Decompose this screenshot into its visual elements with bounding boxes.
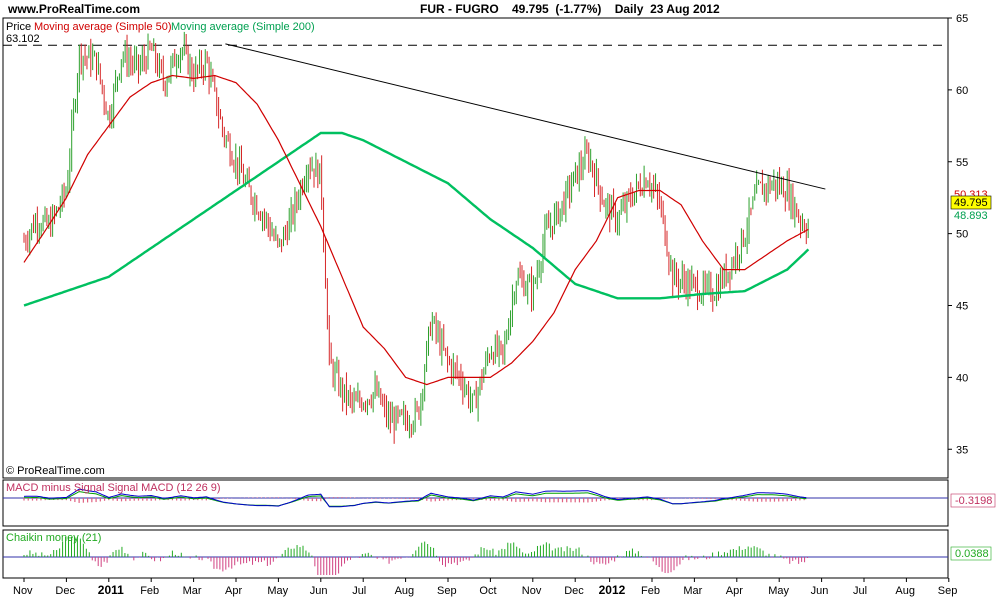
- y-tick-label: 50: [956, 229, 968, 241]
- resistance-trendline: [225, 43, 826, 190]
- x-tick-label: Jun: [811, 585, 829, 597]
- x-tick-label: Jun: [310, 585, 328, 597]
- x-tick-label: Feb: [641, 585, 660, 597]
- x-tick-label: Sep: [938, 585, 958, 597]
- legend-sma50: Moving average (Simple 50): [34, 21, 172, 33]
- high-line-label: 63.102: [6, 33, 40, 45]
- chart-header: www.ProRealTime.com FUR - FUGRO 49.795 (…: [0, 0, 1000, 18]
- macd-panel[interactable]: [2, 479, 949, 527]
- x-tick-label: Mar: [683, 585, 702, 597]
- x-tick-label: Nov: [13, 585, 33, 597]
- legend-chaikin: Chaikin money (21): [6, 532, 101, 544]
- x-tick-label: Apr: [225, 585, 242, 597]
- y-tick-label: 45: [956, 301, 968, 313]
- y-tick-label: 35: [956, 444, 968, 456]
- svg-text:48.893: 48.893: [954, 210, 988, 222]
- x-tick-label: Sep: [437, 585, 457, 597]
- y-tick-label: 55: [956, 157, 968, 169]
- macd-value-tag: -0.3198: [950, 493, 996, 508]
- legend-macd: MACD minus Signal Signal MACD (12 26 9): [6, 482, 221, 494]
- legend-price: Price: [6, 21, 31, 33]
- x-tick-label: Aug: [895, 585, 915, 597]
- svg-text:0.0388: 0.0388: [955, 548, 989, 560]
- x-tick-label: Apr: [726, 585, 743, 597]
- chart-title: FUR - FUGRO 49.795 (-1.77%) Daily 23 Aug…: [420, 2, 720, 16]
- x-tick-label: 2011: [98, 583, 124, 597]
- x-tick-label: 2012: [599, 583, 626, 597]
- y-tick-label: 60: [956, 85, 968, 97]
- svg-text:-0.3198: -0.3198: [955, 495, 992, 507]
- x-tick-label: Oct: [479, 585, 496, 597]
- chaikin-value-tag: 0.0388: [950, 546, 992, 561]
- x-tick-label: May: [768, 585, 789, 597]
- price-panel[interactable]: [2, 17, 949, 479]
- x-tick-label: Jul: [853, 585, 867, 597]
- chaikin-panel[interactable]: [2, 529, 949, 579]
- x-tick-label: Jul: [352, 585, 366, 597]
- y-tick-label: 65: [956, 13, 968, 25]
- copyright: © ProRealTime.com: [6, 465, 105, 477]
- y-tick-label: 40: [956, 372, 968, 384]
- site-url[interactable]: www.ProRealTime.com: [8, 2, 141, 16]
- sma200-line: [23, 131, 810, 307]
- svg-text:49.795: 49.795: [954, 197, 988, 209]
- x-tick-label: Dec: [55, 585, 75, 597]
- last-price-tag: 49.795: [950, 195, 992, 210]
- legend-sma200: Moving average (Simple 200): [171, 21, 315, 33]
- x-tick-label: Mar: [183, 585, 202, 597]
- x-tick-label: Nov: [522, 585, 542, 597]
- sma50-line: [23, 74, 809, 386]
- x-tick-label: May: [267, 585, 288, 597]
- x-tick-label: Dec: [564, 585, 584, 597]
- macd-line: [23, 488, 807, 508]
- x-tick-label: Aug: [395, 585, 415, 597]
- x-tick-label: Feb: [140, 585, 159, 597]
- sma200-value-tag: 48.893: [954, 210, 988, 222]
